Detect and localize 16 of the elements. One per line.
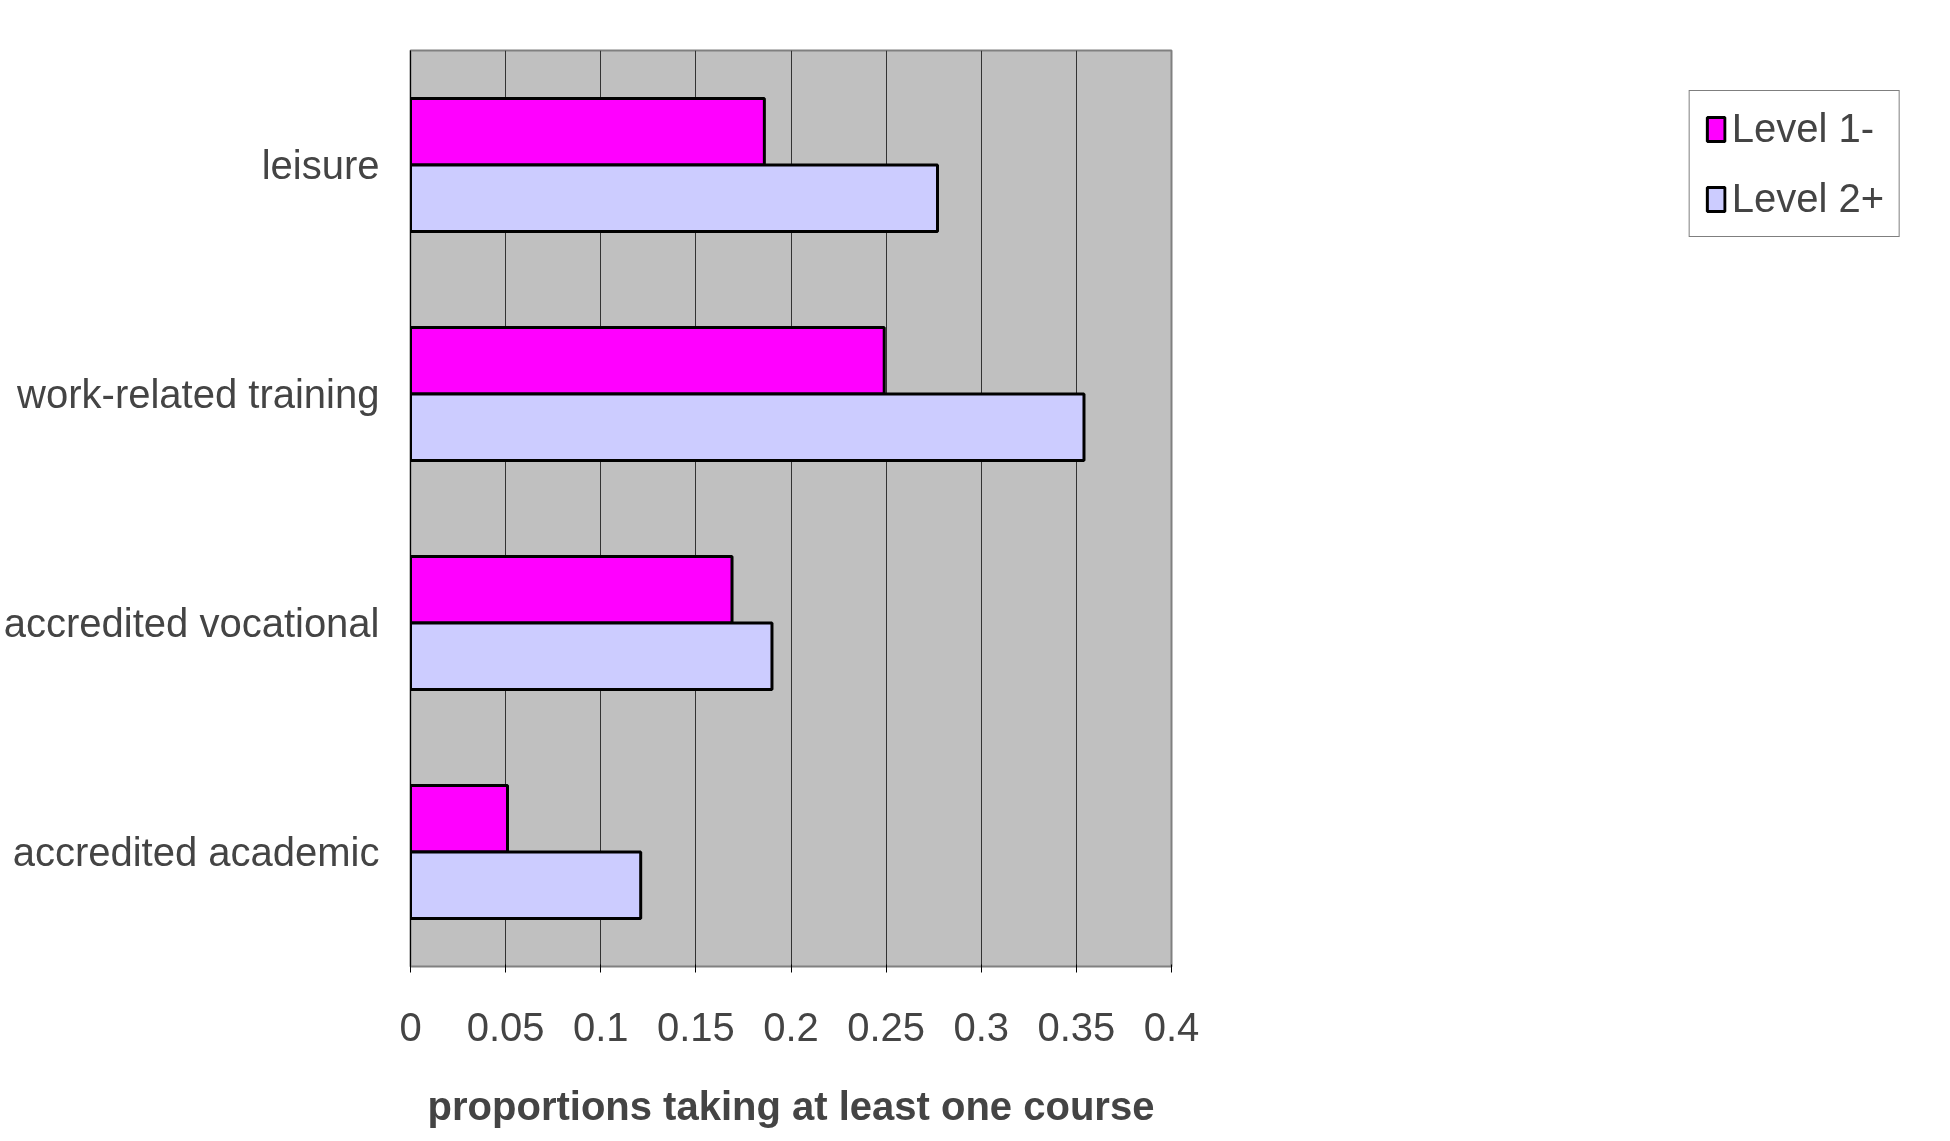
legend-label: Level 1- xyxy=(1731,106,1874,151)
x-axis-title: proportions taking at least one course xyxy=(427,1083,1155,1128)
x-tick-label: 0.2 xyxy=(763,1004,819,1049)
x-tick-label: 0.4 xyxy=(1143,1004,1200,1049)
x-tick-label: 0.3 xyxy=(953,1004,1010,1049)
y-tick-label: leisure xyxy=(261,143,380,187)
x-tick-label: 0 xyxy=(399,1004,422,1049)
y-tick-label: accredited academic xyxy=(12,830,380,874)
x-tick-label: 0.25 xyxy=(847,1004,926,1049)
x-tick-label: 0.15 xyxy=(656,1004,735,1049)
legend-label: Level 2+ xyxy=(1731,176,1884,221)
x-tick-label: 0.05 xyxy=(466,1004,545,1049)
x-tick-label: 0.1 xyxy=(572,1004,629,1049)
y-tick-label: accredited vocational xyxy=(3,601,380,645)
y-tick-label: work-related training xyxy=(16,372,380,416)
x-tick-label: 0.35 xyxy=(1037,1004,1116,1049)
